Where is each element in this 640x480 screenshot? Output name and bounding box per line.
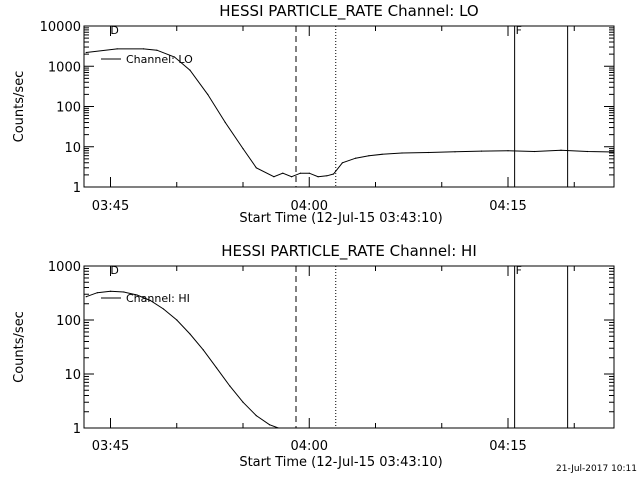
data-point [317,176,319,178]
data-point [207,93,209,95]
data-point [173,56,176,58]
series-line [86,290,279,428]
series-line [86,48,614,178]
y-tick-label: 1 [73,181,81,196]
data-point [586,150,589,153]
data-point [156,49,158,51]
data-point [123,291,125,293]
data-point [189,69,191,71]
data-point [242,401,244,403]
data-point [255,167,257,169]
data-point [507,150,509,152]
y-tick-label: 10 [64,141,81,156]
y-tick-label: 10000 [40,20,81,35]
data-point [229,385,231,387]
data-point [215,367,218,369]
data-point [268,424,271,426]
x-tick-label: 04:00 [291,199,328,214]
data-point [326,175,328,177]
plot-frame [83,265,615,429]
timestamp: 21-Jul-2017 10:11 [556,464,638,474]
chart-title: HESSI PARTICLE_RATE Channel: HI [221,242,477,261]
data-point [162,308,165,310]
data-point [308,172,310,174]
data-point [149,299,151,302]
y-tick-label: 100 [56,101,81,116]
x-tick-label: 04:15 [489,199,526,214]
legend-label: Channel: LO [126,53,193,66]
data-point [255,415,257,417]
data-point [454,151,456,153]
data-point [355,157,357,159]
data-point [143,48,145,50]
chart-title: HESSI PARTICLE_RATE Channel: LO [219,2,478,21]
y-axis-label: Counts/sec [12,311,27,383]
x-axis-label: Start Time (12-Jul-15 03:43:10) [239,455,442,470]
data-point [368,155,370,157]
data-point [202,349,204,351]
event-marker-label: D [110,264,118,277]
y-axis-label: Counts/sec [12,71,27,143]
data-point [109,290,112,292]
event-marker-label: F [516,264,522,277]
data-point [480,150,483,152]
data-point [533,150,536,153]
data-point [427,151,430,154]
event-marker-label: F [516,24,522,37]
chart-panel-hi: HESSI PARTICLE_RATE Channel: HI 1 10 100 100… [12,242,615,470]
y-tick-label: 1000 [48,260,81,275]
data-point [381,153,383,155]
y-tick-label: 1 [73,422,81,437]
data-point [291,176,293,178]
data-point [116,48,118,50]
chart-panel-lo: HESSI PARTICLE_RATE Channel: LO 1 10 100 100… [12,2,615,226]
data-point [560,149,562,151]
data-point [242,148,244,150]
y-tick-label: 10 [64,368,81,383]
data-point [136,294,138,296]
data-point [299,172,301,174]
legend-label: Channel: HI [126,292,190,305]
data-point [401,152,403,154]
y-tick-label: 1000 [48,60,81,75]
x-tick-label: 04:00 [291,439,328,454]
x-tick-label: 03:45 [92,439,129,454]
data-point [341,162,343,164]
data-point [273,176,275,178]
data-point [189,333,191,335]
data-point [176,319,178,321]
data-point [96,292,98,294]
event-marker-label: D [110,24,118,37]
data-point [85,51,87,54]
data-point [332,173,335,175]
y-tick-label: 100 [56,314,81,329]
data-point [282,172,284,174]
x-tick-label: 04:15 [489,439,526,454]
x-axis-label: Start Time (12-Jul-15 03:43:10) [239,211,442,226]
data-point [85,296,87,298]
data-point [277,427,279,428]
x-tick-label: 03:45 [92,199,129,214]
data-point [613,151,614,153]
data-point [224,121,226,124]
plot-frame [83,25,615,188]
